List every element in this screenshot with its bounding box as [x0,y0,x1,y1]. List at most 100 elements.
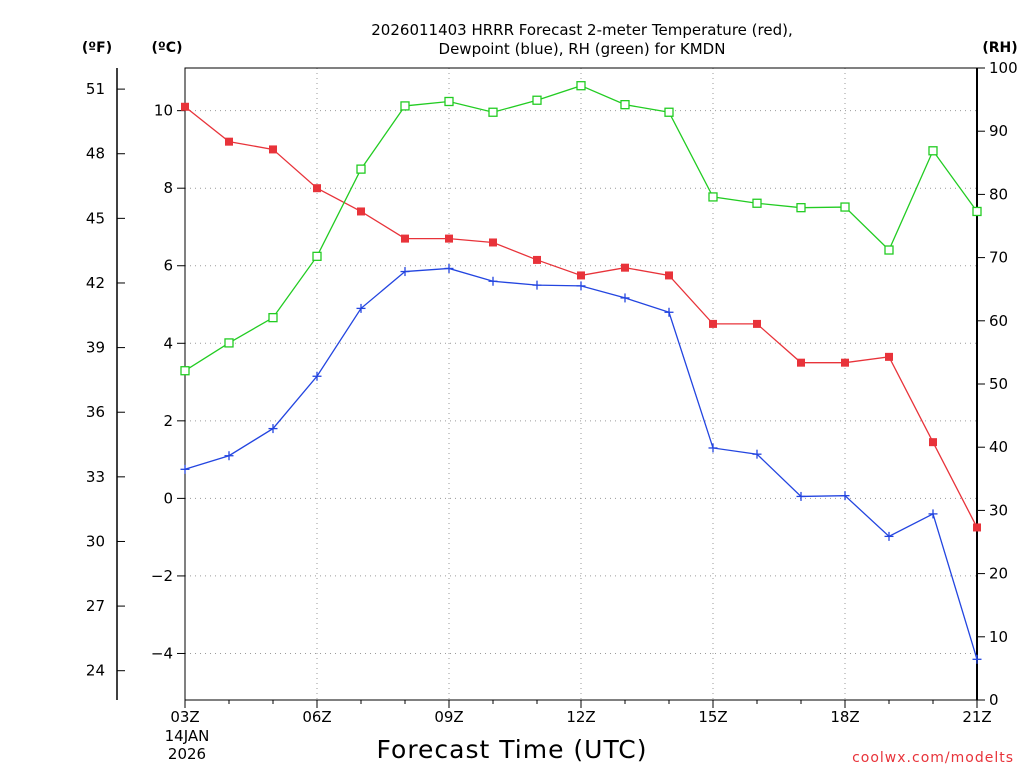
data-point [972,206,982,217]
data-point [884,245,894,255]
x-tick-label: 21Z [962,708,991,726]
celsius-tick-label: 2 [163,412,173,430]
x-tick-label: 09Z [434,708,463,726]
rh-tick-label: 80 [989,185,1008,203]
celsius-axis-unit: (ºC) [152,40,183,56]
data-point [489,238,497,247]
data-point [577,271,585,280]
data-point [753,319,761,328]
data-point [708,192,718,202]
rh-tick-label: 0 [989,691,999,709]
data-point [180,366,190,376]
rh-tick-label: 30 [989,501,1008,519]
fahrenheit-tick-label: 39 [86,339,105,357]
data-point [533,255,541,264]
data-point [796,491,806,501]
x-tick-label: 06Z [302,708,331,726]
fahrenheit-tick-label: 24 [86,662,105,680]
x-tick-label: 03Z [170,708,199,726]
data-point [356,164,366,174]
data-point [840,491,850,501]
fahrenheit-tick-label: 51 [86,80,105,98]
chart-title-line-1: 2026011403 HRRR Forecast 2-meter Tempera… [371,21,792,39]
data-point [621,263,629,272]
data-point [268,312,278,323]
fahrenheit-tick-label: 30 [86,532,105,550]
data-point [665,271,673,280]
data-point [445,234,453,243]
celsius-tick-label: 10 [154,102,173,120]
data-point [885,352,893,361]
data-point [929,438,937,447]
data-point [708,443,718,453]
data-point [576,281,586,291]
rh-tick-label: 100 [989,59,1018,77]
celsius-tick-label: −4 [151,644,173,662]
data-point [357,207,365,216]
rh-axis-unit: (RH) [982,40,1017,56]
fahrenheit-tick-label: 48 [86,145,105,163]
series-dewpoint [180,263,982,664]
data-point [356,303,366,313]
data-point [313,184,321,193]
data-point [224,451,234,461]
data-point [532,95,542,105]
x-axis-title: Forecast Time (UTC) [377,735,648,764]
celsius-tick-label: −2 [151,567,173,585]
data-point [620,100,630,110]
rh-tick-label: 50 [989,375,1008,393]
axes [116,67,985,708]
fahrenheit-tick-label: 45 [86,209,105,227]
data-point [841,358,849,367]
data-point [401,234,409,243]
data-point [532,280,542,290]
celsius-tick-label: 4 [163,334,173,352]
data-point [972,654,982,664]
data-point [797,358,805,367]
data-point [225,137,233,146]
rh-tick-label: 90 [989,122,1008,140]
series-rh [180,81,982,376]
x-tick-label: 18Z [830,708,859,726]
rh-tick-label: 10 [989,628,1008,646]
axis-tick-labels: 03Z 06Z 09Z 12Z 15Z 18Z 21Z−4−2024681024273033… [86,59,1018,726]
rh-tick-label: 60 [989,312,1008,330]
data-point [664,307,674,317]
data-point [444,263,454,273]
data-point [928,146,938,156]
fahrenheit-tick-label: 33 [86,468,105,486]
celsius-tick-label: 0 [163,489,173,507]
data-point [752,198,762,208]
data-point [973,523,981,532]
source-credit: coolwx.com/modelts [852,750,1014,766]
grid-lines [185,68,977,700]
fahrenheit-tick-label: 42 [86,274,105,292]
data-point [840,202,850,212]
data-point [488,276,498,286]
chart-title-line-2: Dewpoint (blue), RH (green) for KMDN [439,40,726,58]
data-point [444,96,454,107]
date-label-day: 14JAN [165,727,210,745]
data-point [400,267,410,277]
date-label-year: 2026 [168,745,206,763]
data-point [312,251,322,261]
data-point [180,464,190,474]
rh-tick-label: 40 [989,438,1008,456]
fahrenheit-axis-unit: (ºF) [82,40,112,56]
data-point [312,371,322,381]
rh-tick-label: 20 [989,565,1008,583]
data-point [884,531,894,541]
x-tick-label: 12Z [566,708,595,726]
data-point [709,319,717,328]
data-point [752,449,762,459]
celsius-tick-label: 8 [163,179,173,197]
rh-tick-label: 70 [989,249,1008,267]
x-tick-label: 15Z [698,708,727,726]
data-point [269,145,277,154]
data-point [224,338,234,348]
data-point [620,293,630,303]
data-point [181,102,189,111]
series-temperature [181,102,981,532]
data-point [400,101,410,111]
